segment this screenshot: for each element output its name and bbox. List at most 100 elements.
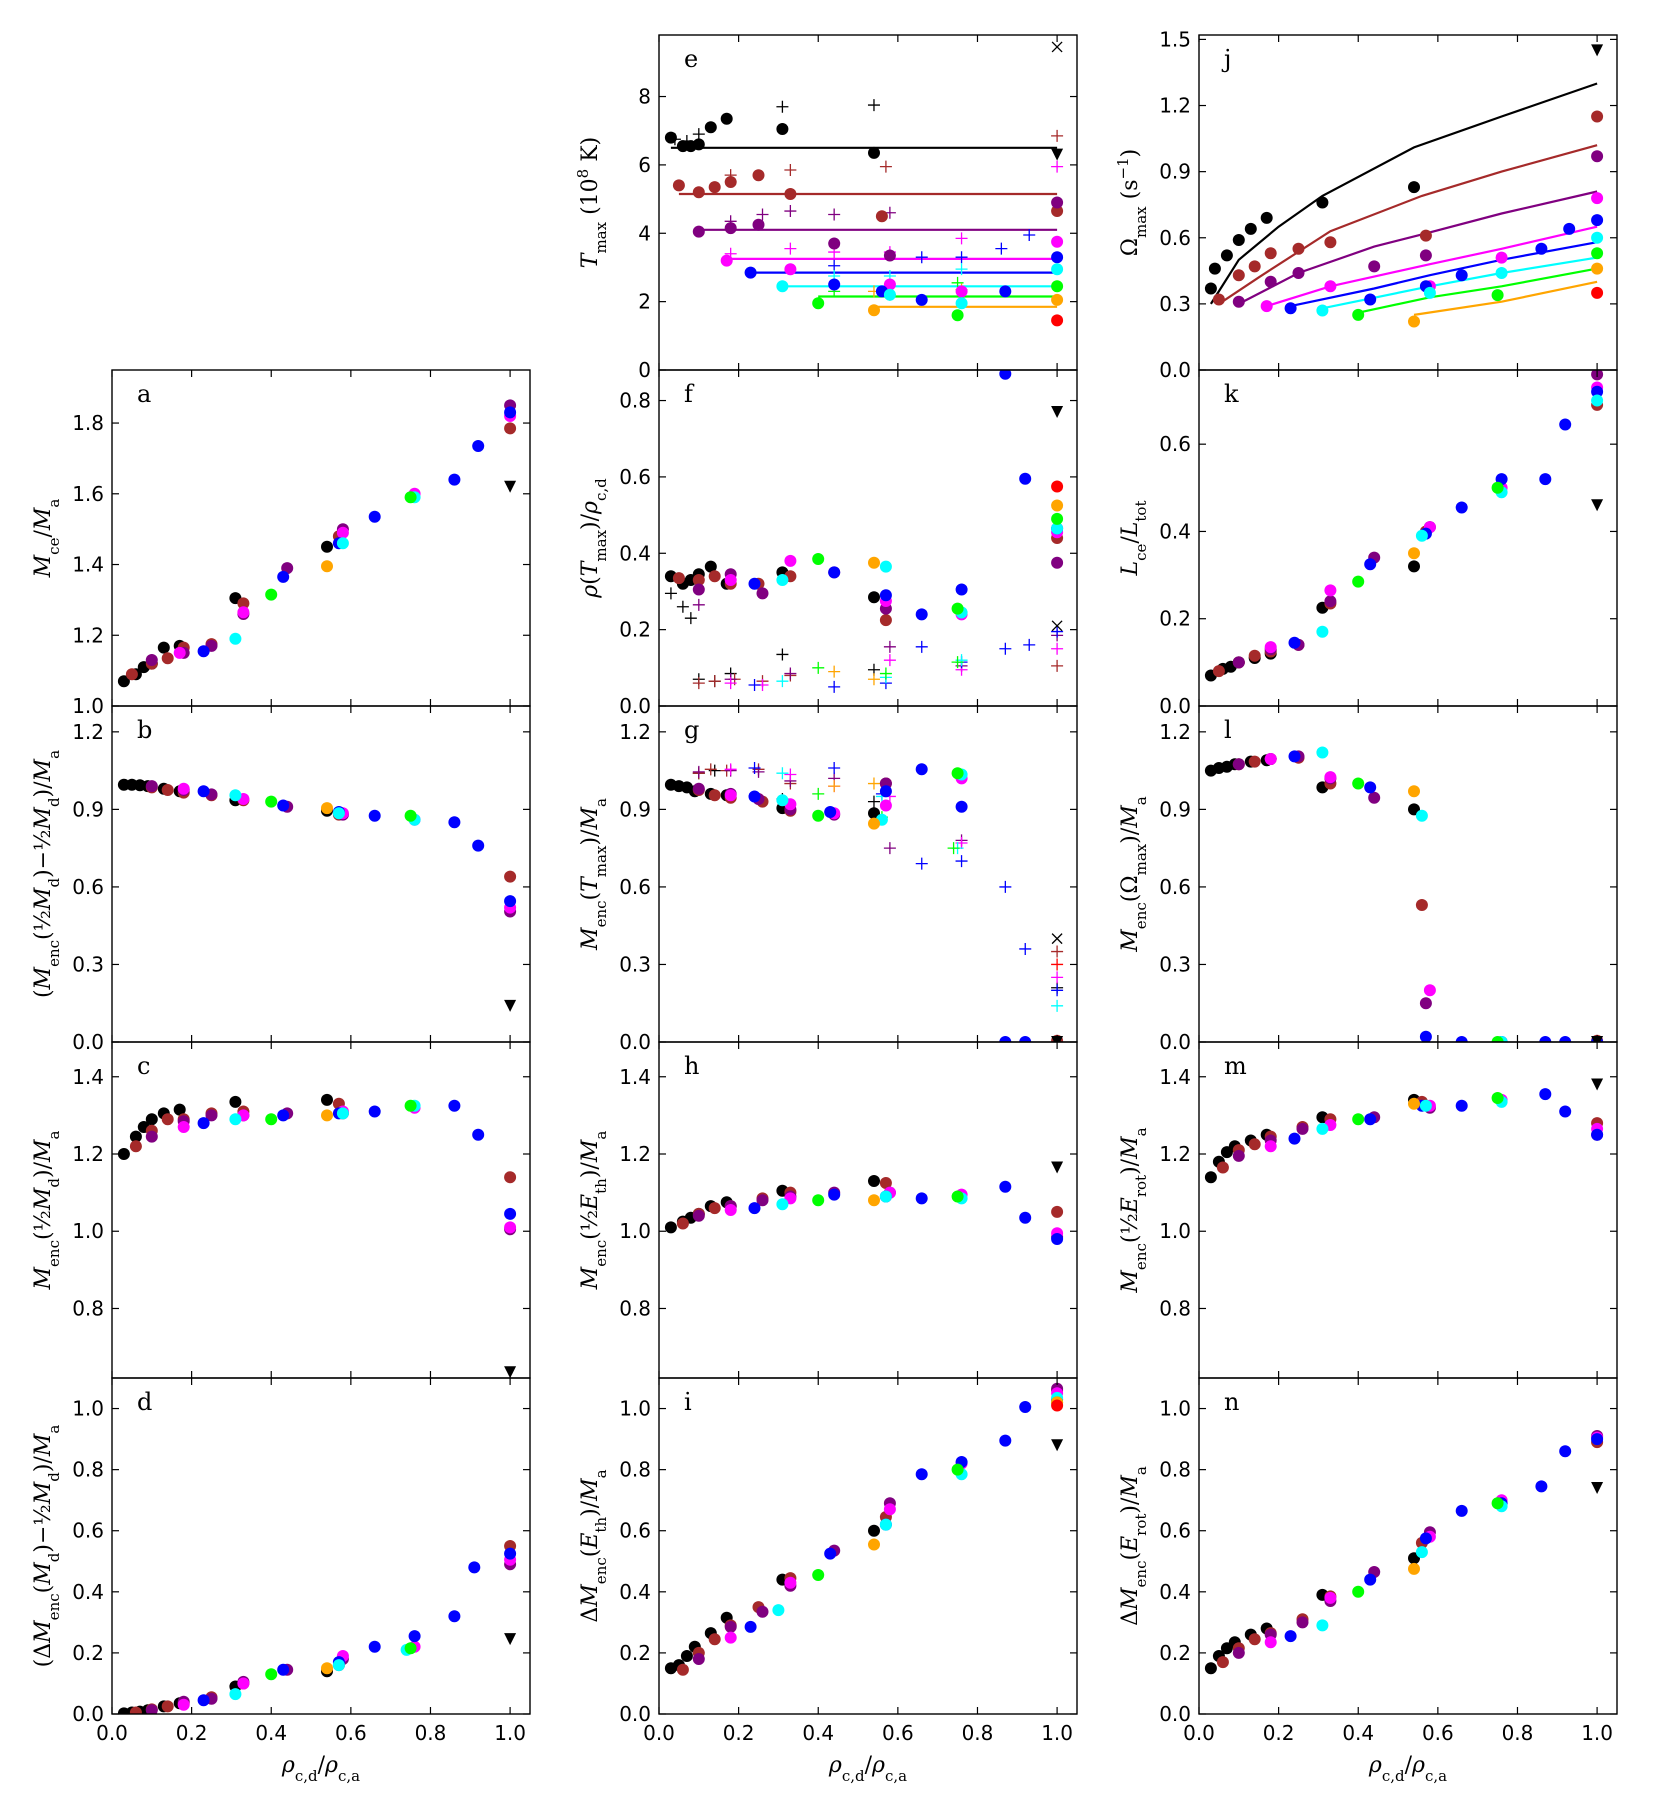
plus-marker <box>1051 642 1064 655</box>
triangle-marker <box>1591 1078 1604 1091</box>
data-point-cyan <box>336 1107 349 1120</box>
axes-frame <box>1198 1377 1618 1715</box>
panel-c: 0.8 1.0 1.2 1.4 c Menc(½Md)/Ma <box>31 1041 531 1379</box>
data-point-blue <box>448 1099 461 1112</box>
y-tick-label: 1.4 <box>619 1065 651 1089</box>
panel-label: m <box>1224 1052 1247 1080</box>
y-tick-label: 2 <box>638 290 651 314</box>
data-point-magenta <box>177 1698 190 1711</box>
data-point-cyan <box>1316 746 1329 759</box>
plus-marker <box>684 612 697 625</box>
y-tick-label: 0.9 <box>1159 797 1191 821</box>
data-point-purple <box>883 249 896 262</box>
y-tick-label: 0.8 <box>619 1458 651 1482</box>
data-point-cyan <box>332 1659 345 1672</box>
data-point-green <box>265 588 278 601</box>
data-point-brown <box>1232 269 1245 282</box>
y-tick-label: 1.0 <box>1159 1397 1191 1421</box>
y-axis-label: Menc(½Md)/Ma <box>31 1130 63 1290</box>
data-point-cyan <box>776 574 789 586</box>
plus-marker <box>867 795 880 808</box>
data-point-brown <box>692 574 705 586</box>
data-point-orange <box>1051 499 1064 512</box>
data-point-brown <box>161 1113 174 1126</box>
panel-label: c <box>137 1052 150 1080</box>
axes-frame <box>111 1377 531 1715</box>
data-point-blue <box>1051 1233 1064 1245</box>
fit-line <box>1238 190 1598 305</box>
data-point-green <box>1051 280 1064 293</box>
panel-label: k <box>1224 380 1239 408</box>
data-point-black <box>173 1103 186 1116</box>
data-point-blue <box>1455 1099 1468 1112</box>
data-point-orange <box>321 802 333 815</box>
plus-marker <box>915 251 928 264</box>
data-point-black <box>664 131 677 144</box>
data-point-orange <box>1408 1562 1420 1575</box>
panel-b: 0.0 0.3 0.6 0.9 1.2 b (Menc(½Md)−½Md)/Ma <box>31 705 531 1054</box>
data-point-blue <box>448 473 461 486</box>
plus-marker <box>812 661 825 674</box>
data-point-green <box>404 1099 417 1112</box>
y-tick-label: 8 <box>638 85 651 109</box>
data-point-blue <box>468 1561 481 1574</box>
data-point-brown <box>879 1177 892 1189</box>
data-point-blue <box>828 278 841 291</box>
data-point-black <box>321 540 333 553</box>
y-axis-label: ΔMenc(Eth)/Ma <box>578 1469 610 1622</box>
panel-g: 0.0 0.3 0.6 0.9 1.2 g Menc(Tmax)/Ma <box>578 705 1078 1054</box>
panel-n: 0.0 0.2 0.4 0.6 0.8 1.0 0.0 0.2 0.4 0.6 0.8 1.0 n ΔMe… <box>1118 1377 1618 1785</box>
data-point-brown <box>708 181 721 194</box>
triangle-marker <box>1591 44 1604 57</box>
data-point-blue <box>915 1192 928 1205</box>
data-point-magenta <box>177 782 190 795</box>
plus-marker <box>915 857 928 870</box>
x-marker <box>1051 933 1063 945</box>
data-point-blue <box>368 510 381 523</box>
panel-label: j <box>1221 45 1231 73</box>
data-point-blue <box>1284 302 1297 315</box>
data-point-blue <box>1364 1113 1377 1126</box>
data-point-purple <box>1264 275 1277 288</box>
y-tick-label: 0.3 <box>72 952 104 976</box>
plus-marker <box>1051 160 1064 173</box>
y-tick-label: 0.6 <box>1159 432 1191 456</box>
plus-marker <box>955 232 968 245</box>
plus-marker <box>1051 659 1064 672</box>
data-point-purple <box>692 1653 705 1665</box>
data-point-blue <box>915 763 928 776</box>
data-point-magenta <box>883 1503 896 1516</box>
data-point-blue <box>1591 385 1604 398</box>
data-point-cyan <box>1423 286 1436 299</box>
data-point-magenta <box>1423 984 1436 997</box>
plus-marker <box>784 242 797 255</box>
panel-j: 0.0 0.3 0.6 0.9 1.2 1.5 j Ωmax (s−1) <box>1114 27 1618 382</box>
data-point-brown <box>708 1633 721 1646</box>
panel-d: 0.0 0.2 0.4 0.6 0.8 1.0 0.0 0.2 0.4 0.6 0.8 1.0 d (ΔM… <box>31 1377 531 1785</box>
y-axis-label: (Menc(½Md)−½Md)/Ma <box>31 750 63 998</box>
axes-frame <box>1198 34 1618 371</box>
data-point-purple <box>1296 1122 1309 1135</box>
y-tick-label: 0.4 <box>619 541 651 565</box>
data-point-blue <box>744 266 757 279</box>
data-point-blue <box>368 1105 381 1118</box>
y-tick-label: 0.0 <box>1159 358 1191 382</box>
data-point-blue <box>1288 636 1301 649</box>
x-axis-label: ρc,d/ρc,a <box>281 1753 360 1785</box>
data-point-blue <box>472 1128 485 1141</box>
plus-marker <box>1023 228 1036 241</box>
data-point-blue <box>999 1434 1012 1447</box>
data-point-blue <box>1455 1504 1468 1517</box>
y-tick-label: 6 <box>638 153 651 177</box>
data-point-purple <box>692 583 705 596</box>
y-tick-label: 0.3 <box>1159 292 1191 316</box>
y-axis-label: ρ(Tmax)/ρc,d <box>578 478 610 599</box>
plus-marker <box>955 251 968 264</box>
plus-marker <box>692 128 705 141</box>
y-axis-label: Ωmax (s−1) <box>1114 149 1150 256</box>
plus-marker <box>828 259 841 272</box>
plus-marker <box>664 587 677 600</box>
data-point-cyan <box>1591 231 1604 244</box>
fit-line <box>1218 144 1598 305</box>
